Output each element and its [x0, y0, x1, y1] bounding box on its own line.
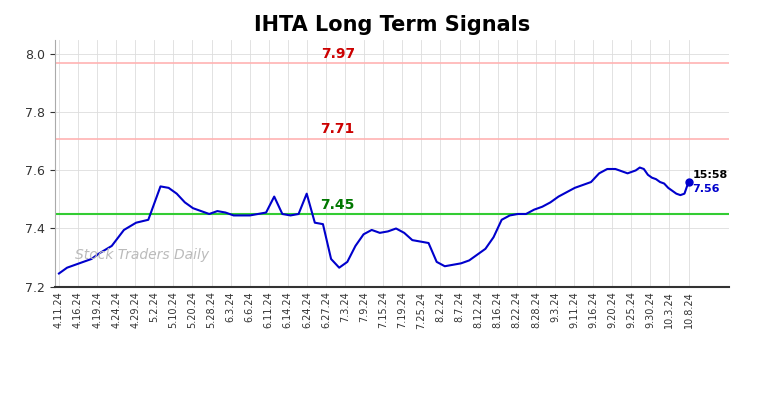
Text: Stock Traders Daily: Stock Traders Daily [75, 248, 209, 262]
Title: IHTA Long Term Signals: IHTA Long Term Signals [254, 16, 530, 35]
Text: 7.45: 7.45 [321, 198, 355, 212]
Text: 15:58: 15:58 [692, 170, 728, 180]
Text: 7.56: 7.56 [692, 183, 720, 193]
Text: 7.97: 7.97 [321, 47, 355, 61]
Text: 7.71: 7.71 [321, 122, 355, 136]
Point [682, 179, 695, 185]
